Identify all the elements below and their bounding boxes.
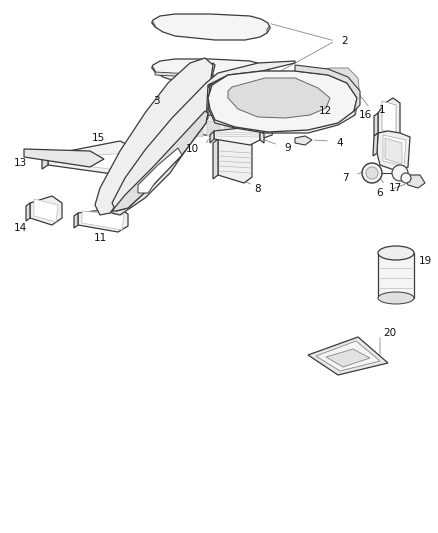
Polygon shape — [377, 131, 410, 171]
Polygon shape — [78, 208, 128, 232]
Polygon shape — [295, 136, 312, 145]
Text: 7: 7 — [342, 173, 348, 183]
Ellipse shape — [378, 246, 414, 260]
Polygon shape — [234, 92, 244, 108]
Text: 2: 2 — [342, 36, 348, 46]
Polygon shape — [195, 92, 205, 108]
Polygon shape — [169, 112, 274, 141]
Polygon shape — [295, 65, 360, 111]
Polygon shape — [168, 105, 182, 117]
Polygon shape — [171, 78, 185, 90]
Polygon shape — [385, 138, 402, 164]
Polygon shape — [172, 85, 274, 113]
Polygon shape — [155, 72, 268, 81]
Polygon shape — [110, 63, 215, 215]
Polygon shape — [24, 149, 104, 167]
Polygon shape — [373, 133, 378, 156]
Polygon shape — [221, 92, 231, 108]
Polygon shape — [268, 91, 272, 97]
Polygon shape — [214, 127, 260, 145]
Circle shape — [217, 90, 223, 96]
Polygon shape — [74, 213, 78, 228]
Text: 16: 16 — [358, 110, 371, 120]
Polygon shape — [210, 131, 214, 143]
Polygon shape — [374, 113, 378, 136]
Polygon shape — [241, 121, 254, 137]
Polygon shape — [54, 153, 128, 171]
Polygon shape — [152, 59, 270, 85]
Polygon shape — [207, 121, 220, 137]
Polygon shape — [383, 135, 406, 166]
Polygon shape — [174, 98, 188, 104]
Circle shape — [401, 173, 411, 183]
Polygon shape — [42, 155, 48, 169]
Polygon shape — [170, 113, 174, 120]
Polygon shape — [112, 61, 295, 211]
Polygon shape — [224, 121, 237, 137]
Text: 9: 9 — [285, 143, 291, 153]
Text: 10: 10 — [185, 144, 198, 154]
Polygon shape — [218, 136, 252, 183]
Text: 20: 20 — [383, 328, 396, 338]
Polygon shape — [267, 26, 270, 33]
Circle shape — [366, 167, 378, 179]
Polygon shape — [95, 58, 213, 215]
Polygon shape — [208, 71, 357, 132]
Polygon shape — [228, 78, 330, 118]
Ellipse shape — [378, 292, 414, 304]
Polygon shape — [406, 175, 425, 188]
Polygon shape — [382, 101, 396, 134]
Polygon shape — [173, 86, 177, 92]
Circle shape — [392, 165, 408, 181]
Text: 14: 14 — [14, 223, 27, 233]
Text: 6: 6 — [377, 188, 383, 198]
Text: 13: 13 — [14, 158, 27, 168]
Polygon shape — [26, 203, 30, 221]
Circle shape — [362, 163, 382, 183]
Text: 8: 8 — [254, 184, 261, 194]
Polygon shape — [82, 211, 124, 230]
Text: 4: 4 — [337, 138, 343, 148]
Polygon shape — [316, 341, 380, 371]
Text: 15: 15 — [92, 133, 105, 143]
Polygon shape — [213, 139, 218, 179]
Polygon shape — [34, 199, 58, 222]
Polygon shape — [326, 349, 370, 367]
Polygon shape — [190, 121, 203, 137]
Text: 1: 1 — [379, 105, 385, 115]
Polygon shape — [247, 92, 257, 108]
Polygon shape — [378, 253, 414, 298]
Text: 17: 17 — [389, 183, 402, 193]
Polygon shape — [138, 148, 182, 193]
Polygon shape — [208, 92, 218, 108]
Text: 19: 19 — [418, 256, 431, 266]
Text: 12: 12 — [318, 106, 332, 116]
Text: 11: 11 — [93, 233, 106, 243]
Polygon shape — [267, 71, 270, 78]
Polygon shape — [30, 196, 62, 225]
Polygon shape — [134, 148, 138, 170]
Polygon shape — [152, 66, 155, 72]
Polygon shape — [152, 21, 155, 27]
Polygon shape — [308, 337, 388, 375]
Polygon shape — [260, 131, 264, 143]
Polygon shape — [378, 98, 400, 138]
Polygon shape — [224, 78, 338, 115]
Text: 3: 3 — [153, 96, 159, 106]
Polygon shape — [228, 68, 360, 125]
Polygon shape — [48, 141, 134, 175]
Polygon shape — [152, 14, 270, 40]
Polygon shape — [205, 73, 358, 133]
Polygon shape — [112, 111, 208, 211]
Polygon shape — [268, 118, 272, 125]
